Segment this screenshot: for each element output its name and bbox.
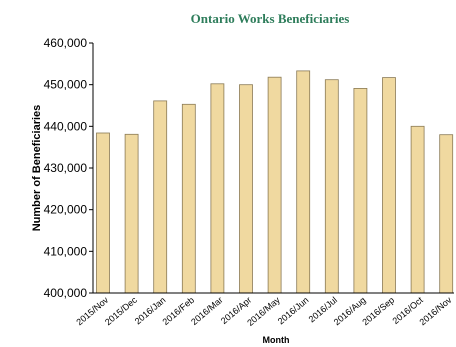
x-axis: 2015/Nov2015/Dec2016/Jan2016/Feb2016/Mar… — [74, 292, 454, 328]
x-tick-label: 2015/Dec — [103, 295, 139, 328]
bar-2016-jun — [296, 70, 311, 294]
bar-2016-sep — [382, 77, 396, 294]
y-tick-label: 420,000 — [44, 203, 88, 217]
bar-2016-may — [267, 76, 282, 294]
y-tick-label: 460,000 — [44, 36, 88, 50]
bar-2016-aug — [353, 88, 368, 294]
y-tick-label: 400,000 — [44, 286, 88, 300]
x-tick-label: 2016/Mar — [189, 295, 225, 327]
bars — [96, 70, 454, 294]
y-axis: 400,000 410,000 420,000 430,000 440,000 450,0… — [44, 36, 94, 300]
x-tick-label: 2016/Jun — [276, 295, 311, 326]
y-axis-label: Number of Beneficiaries — [31, 105, 43, 232]
y-tick-label: 410,000 — [44, 244, 88, 258]
x-tick-label: 2016/Sep — [360, 295, 396, 327]
y-tick-label: 430,000 — [44, 161, 88, 175]
bar-2016-oct — [410, 125, 425, 294]
chart-title: Ontario Works Beneficiaries — [191, 11, 350, 26]
bar-2016-jul — [324, 79, 339, 294]
y-tick-label: 440,000 — [44, 119, 88, 133]
bar-2016-mar — [210, 83, 225, 294]
bar-2016-apr — [239, 84, 253, 294]
x-tick-label: 2016/Nov — [418, 295, 454, 328]
bar-2015-dec — [124, 133, 139, 294]
bar-2015-nov — [96, 132, 110, 294]
y-tick-label: 450,000 — [44, 78, 88, 92]
bar-2016-jan — [153, 100, 168, 294]
bar-2016-nov — [439, 134, 454, 294]
bar-2016-feb — [181, 103, 196, 294]
x-axis-label: Month — [263, 335, 290, 345]
